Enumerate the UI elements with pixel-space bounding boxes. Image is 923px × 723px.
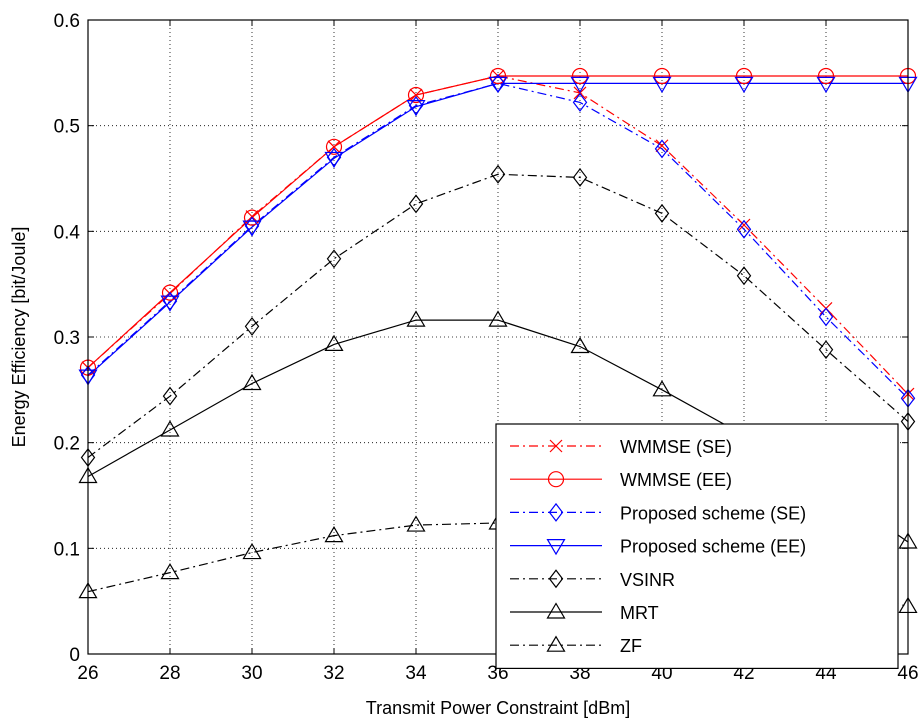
- legend-label-4: VSINR: [620, 570, 675, 590]
- data-point-2-6: [572, 92, 588, 112]
- legend-marker-3: [546, 538, 566, 556]
- data-point-6-1: [160, 562, 180, 580]
- data-point-3-1: [160, 295, 180, 312]
- data-point-5-6: [570, 336, 590, 354]
- x-tick-label: 28: [159, 663, 180, 684]
- x-tick-label: 32: [323, 663, 344, 684]
- data-point-0-4: [409, 88, 423, 102]
- data-point-6-2: [242, 542, 262, 560]
- data-point-1-7: [653, 67, 671, 85]
- legend-label-6: ZF: [620, 636, 642, 656]
- data-point-5-1: [160, 420, 180, 437]
- data-point-6-4: [406, 515, 426, 532]
- y-tick-label: 0.1: [54, 539, 80, 560]
- series-line-6: [87, 522, 909, 608]
- data-point-4-3: [326, 249, 342, 269]
- legend-label-0: WMMSE (SE): [620, 437, 732, 457]
- data-point-3-4: [406, 100, 426, 117]
- legend-label-3: Proposed scheme (EE): [620, 537, 806, 557]
- x-tick-label: 34: [405, 663, 427, 684]
- data-point-4-4: [408, 194, 424, 214]
- y-tick-label: 0.6: [54, 11, 80, 32]
- data-point-1-9: [817, 67, 835, 85]
- data-point-1-3: [325, 138, 343, 155]
- data-point-3-7: [652, 76, 672, 94]
- legend-marker-2: [548, 502, 564, 522]
- y-tick-label: 0.2: [54, 434, 80, 455]
- data-point-4-6: [572, 167, 588, 187]
- data-point-0-8: [737, 218, 751, 232]
- legend-label-1: WMMSE (EE): [620, 470, 732, 490]
- y-tick-label: 0.5: [54, 117, 80, 138]
- legend-box: [495, 423, 899, 669]
- y-tick-label: 0.4: [54, 222, 81, 243]
- data-point-4-7: [654, 203, 670, 223]
- data-point-5-3: [324, 334, 344, 351]
- data-point-4-1: [162, 386, 178, 406]
- data-point-1-4: [407, 86, 425, 104]
- data-point-4-8: [736, 266, 752, 286]
- data-point-0-7: [655, 139, 669, 153]
- data-point-3-9: [816, 76, 836, 94]
- y-tick-label: 0.3: [54, 328, 80, 349]
- data-point-6-3: [324, 525, 344, 543]
- legend-marker-0: [549, 439, 563, 453]
- data-point-2-9: [818, 307, 834, 327]
- data-point-3-3: [324, 151, 344, 169]
- y-tick-label: 0: [69, 645, 80, 666]
- legend-marker-4: [548, 569, 564, 589]
- data-point-1-6: [571, 67, 589, 85]
- legend-marker-6: [546, 635, 566, 652]
- data-point-4-2: [244, 316, 260, 336]
- series-line-4: [87, 173, 909, 458]
- data-point-1-1: [161, 284, 179, 301]
- data-point-1-2: [243, 209, 261, 226]
- data-point-4-5: [490, 164, 506, 184]
- data-point-2-7: [654, 139, 670, 159]
- data-point-2-8: [736, 219, 752, 239]
- axis-tick-labels: 26 28 30 32 34 36 38 40 42 44 4600.10.20.30.40.50.…: [54, 11, 919, 684]
- series-line-2: [87, 82, 909, 399]
- data-point-3-6: [570, 76, 590, 94]
- data-point-1-5: [489, 67, 507, 85]
- data-point-5-5: [488, 310, 508, 327]
- data-point-5-7: [652, 380, 672, 397]
- data-point-5-4: [406, 310, 426, 327]
- legend: WMMSE (SE) WMMSE (EE) Proposed scheme (SE)…: [495, 423, 899, 669]
- data-point-1-8: [735, 67, 753, 85]
- data-point-4-9: [818, 340, 834, 360]
- data-point-3-5: [488, 76, 508, 94]
- legend-marker-1: [547, 471, 565, 488]
- x-tick-label: 46: [897, 663, 918, 684]
- y-axis-label: Energy Efficiency [bit/Joule]: [9, 227, 29, 448]
- data-point-0-3: [327, 140, 341, 154]
- data-point-3-8: [734, 76, 754, 94]
- legend-marker-5: [546, 602, 566, 619]
- x-axis-label: Transmit Power Constraint [dBm]: [366, 698, 630, 718]
- legend-label-2: Proposed scheme (SE): [620, 503, 806, 523]
- data-point-3-2: [242, 220, 262, 237]
- x-tick-label: 26: [77, 663, 98, 684]
- x-tick-label: 30: [241, 663, 262, 684]
- data-point-5-2: [242, 373, 262, 391]
- legend-label-5: MRT: [620, 603, 659, 623]
